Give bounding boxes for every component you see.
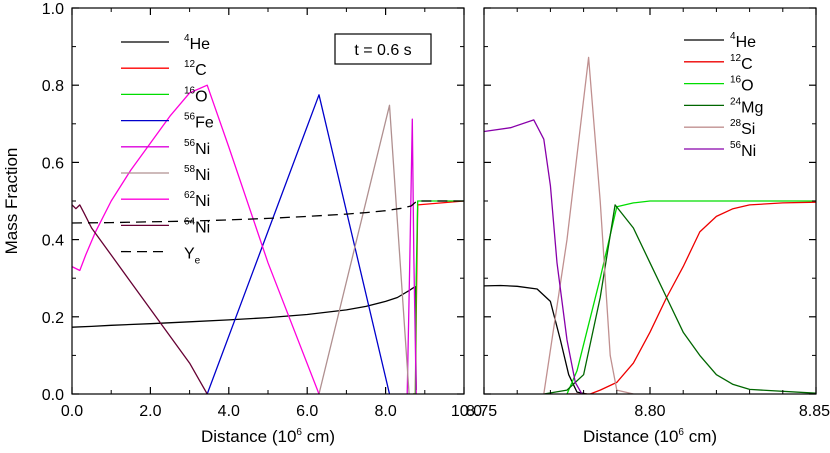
series-line-si28 xyxy=(543,56,634,394)
legend-element: Y xyxy=(184,246,195,263)
legend-entry: 16O xyxy=(730,75,754,95)
series-line-ye xyxy=(72,200,464,224)
x-tick-label: 8.80 xyxy=(634,403,665,420)
legend-entry: Ye xyxy=(184,246,201,267)
y-tick-label: 0.4 xyxy=(42,233,64,250)
legend-mass-number: 16 xyxy=(184,85,196,96)
x-tick-label: 4.0 xyxy=(218,403,240,420)
legend-element: Ni xyxy=(195,167,210,184)
series-line-ni62 xyxy=(72,84,320,394)
legend-element: Ni xyxy=(195,141,210,158)
series-line-o16 xyxy=(413,200,464,394)
legend-mass-number: 62 xyxy=(184,190,196,201)
y-axis-label: Mass Fraction xyxy=(2,148,21,255)
series-line-ni56 xyxy=(406,118,417,394)
legend-entry: 62Ni xyxy=(184,190,210,210)
legend-entry: 58Ni xyxy=(184,164,210,184)
y-tick-label: 0.0 xyxy=(42,387,64,404)
series-line-ni58 xyxy=(318,104,410,394)
series-line-he4 xyxy=(484,284,588,394)
legend-element: Fe xyxy=(195,115,214,132)
series-line-mg24 xyxy=(543,204,816,394)
x-tick-label: 6.0 xyxy=(296,403,318,420)
x-tick-label: 8.75 xyxy=(466,403,497,420)
series-line-he4 xyxy=(72,286,417,391)
series-line-ni64 xyxy=(72,204,208,394)
y-tick-label: 0.6 xyxy=(42,155,64,172)
x-tick-label: 2.0 xyxy=(139,403,161,420)
x-tick-label: 8.0 xyxy=(374,403,396,420)
legend-entry: 4He xyxy=(730,31,756,51)
x-tick-label: 8.85 xyxy=(799,403,830,420)
y-tick-label: 0.2 xyxy=(42,310,64,327)
legend-entry: 56Fe xyxy=(184,112,214,132)
x-axis-label-unit: cm) xyxy=(302,427,335,446)
legend-mass-number: 64 xyxy=(184,216,196,227)
series-line-c12 xyxy=(567,201,816,394)
legend-mass-number: 56 xyxy=(184,112,196,123)
legend-element: C xyxy=(195,62,207,79)
legend-subscript: e xyxy=(195,256,201,267)
legend-entry: 12C xyxy=(730,53,753,73)
legend-entry: 16O xyxy=(184,85,208,105)
legend-element: Ni xyxy=(195,193,210,210)
x-tick-label: 10.0 xyxy=(451,403,482,420)
y-tick-label: 0.8 xyxy=(42,78,64,95)
left-panel: 0.0 2.0 4.0 6.0 8.0 10.0 0.0 0.2 0.4 0.6 0.8 1.0 Dis… xyxy=(2,1,482,446)
legend-mass-number: 58 xyxy=(184,164,196,175)
legend-element: C xyxy=(741,56,753,73)
legend-element: O xyxy=(741,78,753,95)
legend-mass-number: 24 xyxy=(730,96,742,107)
legend-mass-number: 4 xyxy=(730,31,736,42)
legend-element: Mg xyxy=(741,99,763,116)
x-axis-label-text: Distance (10 xyxy=(201,427,296,446)
legend-element: He xyxy=(736,34,757,51)
x-axis-label-unit: cm) xyxy=(684,427,717,446)
legend-element: Ni xyxy=(741,143,756,160)
series-line-ni56 xyxy=(484,119,583,394)
legend-entry: 28Si xyxy=(730,118,755,138)
legend-mass-number: 28 xyxy=(730,118,742,129)
legend-entry: 4He xyxy=(184,33,210,53)
legend-mass-number: 4 xyxy=(184,33,190,44)
x-axis-label: Distance (106 cm) xyxy=(201,427,335,446)
legend-mass-number: 12 xyxy=(730,53,742,64)
legend-entry: 24Mg xyxy=(730,96,763,116)
x-axis-label-text: Distance (10 xyxy=(583,427,678,446)
legend-entry: 56Ni xyxy=(184,138,210,158)
y-tick-label: 1.0 xyxy=(42,1,64,18)
legend-element: Ni xyxy=(195,219,210,236)
series-lines xyxy=(72,84,464,394)
legend-entry: 12C xyxy=(184,59,207,79)
legend-entry: 56Ni xyxy=(730,140,756,160)
legend-element: Si xyxy=(741,121,755,138)
legend-element: O xyxy=(195,88,207,105)
legend-element: He xyxy=(190,36,211,53)
x-axis-label-exponent: 6 xyxy=(678,427,684,438)
legend-mass-number: 56 xyxy=(184,138,196,149)
x-tick-label: 0.0 xyxy=(61,403,83,420)
series-lines xyxy=(484,56,816,394)
x-axis-label: Distance (106 cm) xyxy=(583,427,717,446)
legend-mass-number: 56 xyxy=(730,140,742,151)
time-annotation-box xyxy=(334,33,432,65)
series-line-o16 xyxy=(566,200,816,394)
legend-entry: 64Ni xyxy=(184,216,210,236)
series-line-fe56 xyxy=(206,94,391,394)
legend-mass-number: 12 xyxy=(184,59,196,70)
time-annotation: t = 0.6 s xyxy=(354,42,411,59)
legend-mass-number: 16 xyxy=(730,75,742,86)
x-axis-label-exponent: 6 xyxy=(296,427,302,438)
series-line-c12 xyxy=(413,200,464,394)
